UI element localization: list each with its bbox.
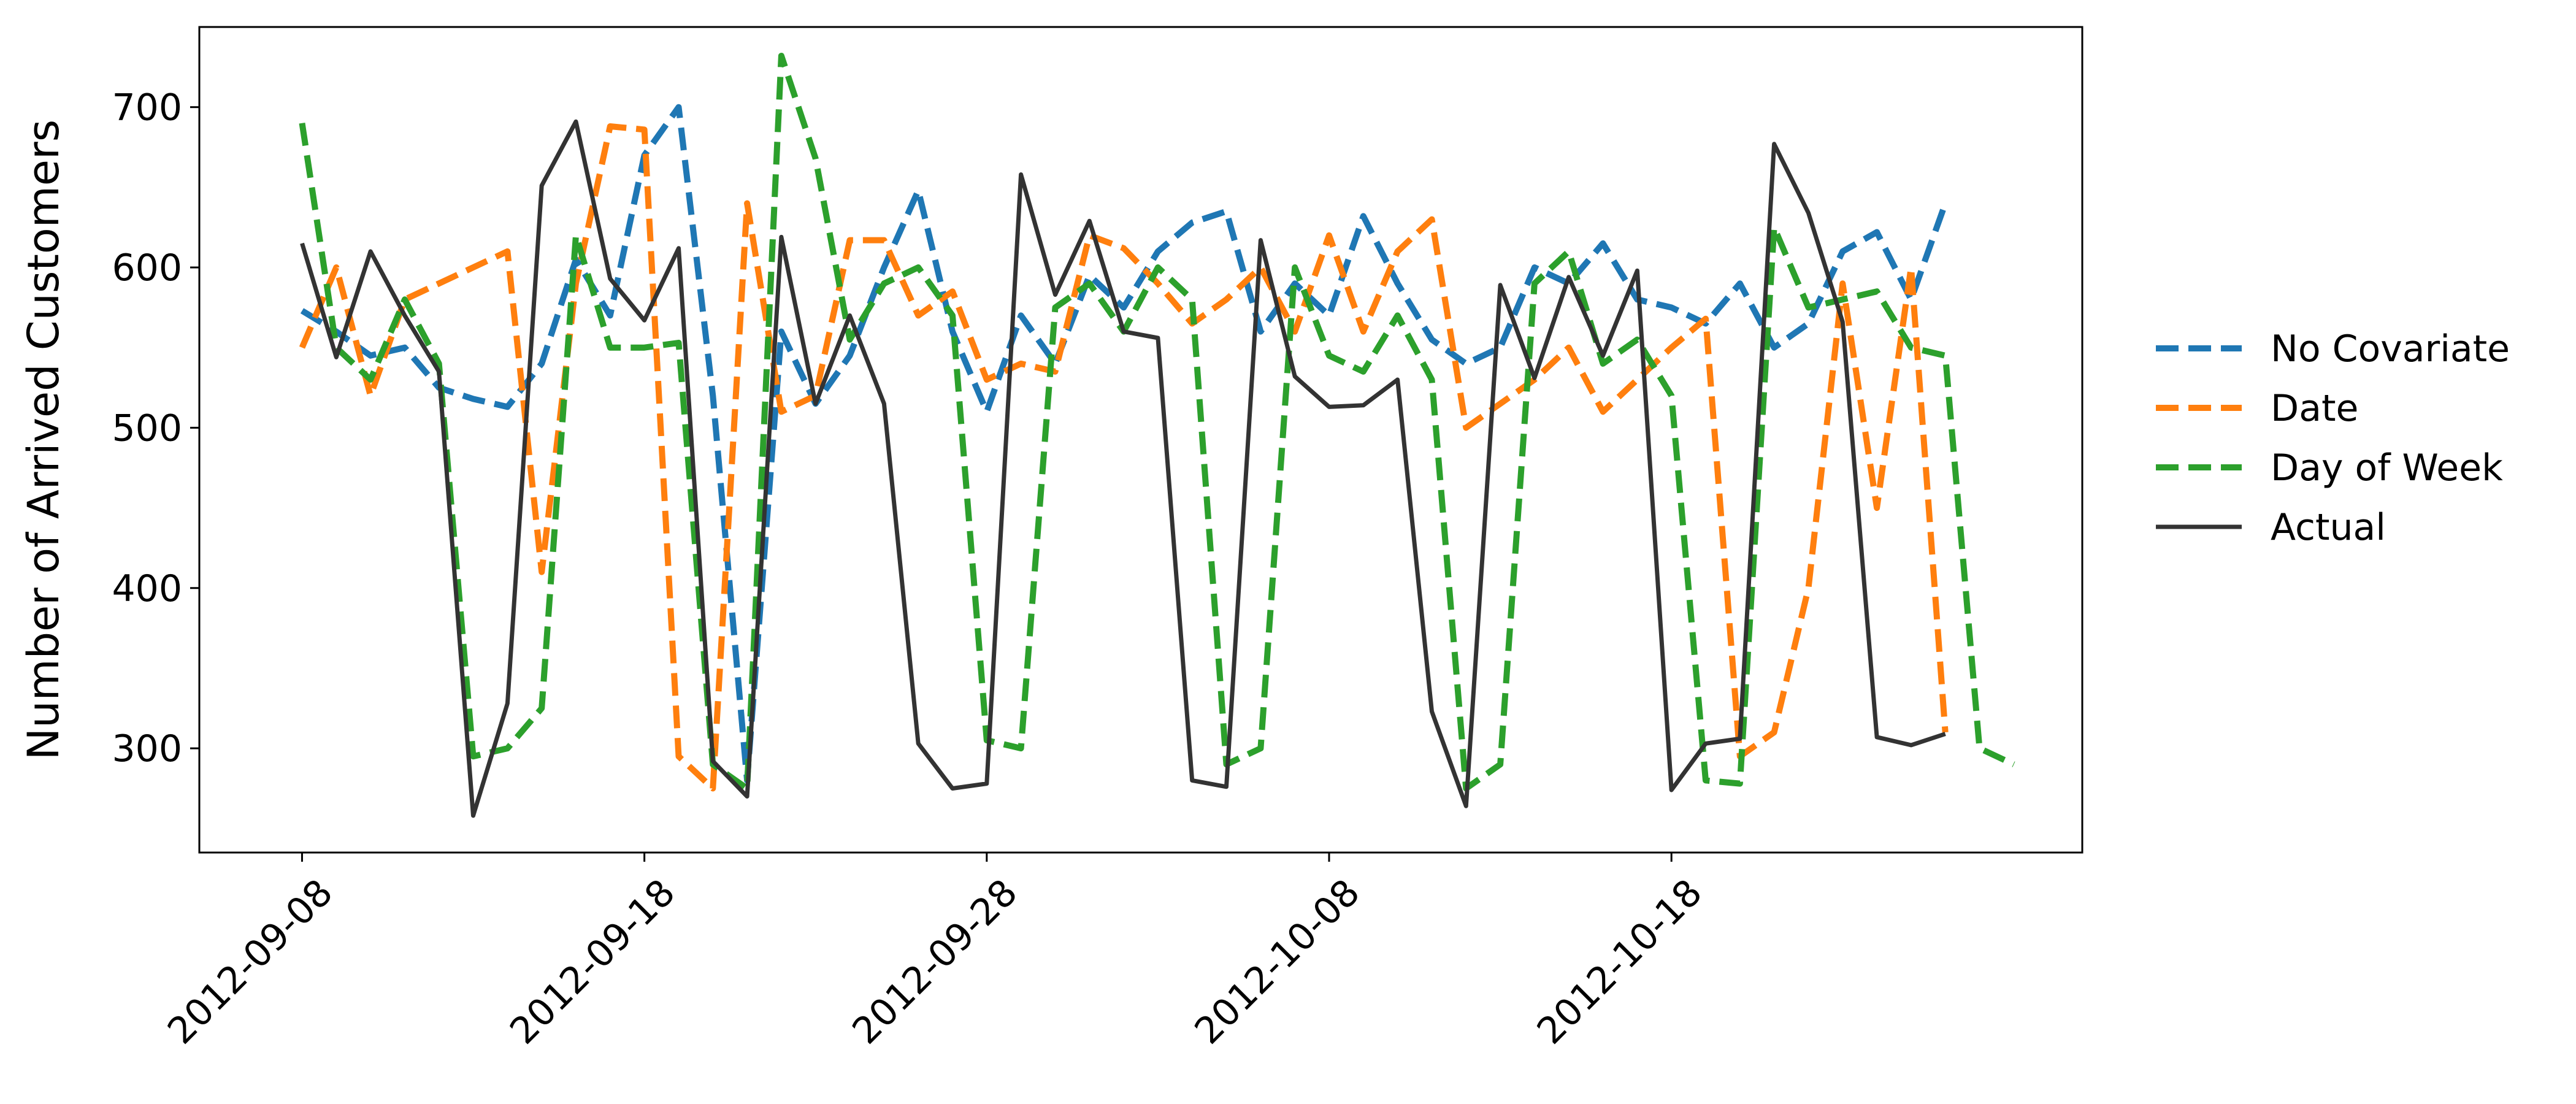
plot-frame: [198, 26, 2083, 854]
x-tick-label: 2012-09-08: [159, 871, 341, 1052]
x-tick-label: 2012-09-28: [844, 871, 1025, 1052]
x-axis: 2012-09-08 2012-09-18 2012-09-28 2012-10-08…: [159, 853, 1711, 1052]
legend: No Covariate Date Day of Week Actual: [2156, 328, 2510, 549]
y-tick-label: 400: [112, 567, 182, 610]
y-axis: 300 400 500 600 700: [112, 86, 199, 770]
y-tick-label: 300: [112, 727, 182, 770]
legend-label-day-of-week: Day of Week: [2271, 447, 2503, 489]
y-tick-label: 600: [112, 247, 182, 289]
legend-label-no-covariate: No Covariate: [2271, 328, 2510, 370]
x-tick-label: 2012-09-18: [502, 871, 683, 1052]
legend-label-actual: Actual: [2271, 506, 2386, 549]
series-line-date: [299, 123, 1949, 792]
y-axis-title: Number of Arrived Customers: [18, 120, 69, 761]
series-lines: [299, 53, 2015, 818]
y-tick-label: 500: [112, 407, 182, 450]
legend-label-date: Date: [2271, 387, 2358, 430]
series-line-day-of-week: [299, 53, 2015, 792]
x-tick-label: 2012-10-08: [1187, 871, 1368, 1052]
y-tick-label: 700: [112, 86, 182, 129]
x-tick-label: 2012-10-18: [1529, 871, 1711, 1052]
series-line-actual: [300, 119, 1946, 818]
